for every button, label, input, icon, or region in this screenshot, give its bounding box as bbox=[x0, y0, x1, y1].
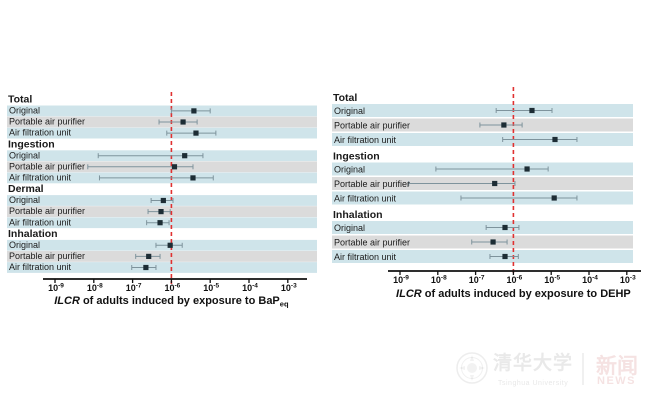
forest-marker bbox=[157, 220, 163, 226]
forest-marker bbox=[182, 153, 188, 159]
forest-marker bbox=[167, 242, 173, 248]
group-header: Ingestion bbox=[8, 138, 55, 150]
row-label: Air filtration unit bbox=[9, 128, 72, 138]
row-label: Air filtration unit bbox=[9, 173, 72, 183]
row-label: Portable air purifier bbox=[9, 251, 85, 261]
forest-marker bbox=[158, 209, 164, 215]
row-label: Air filtration unit bbox=[334, 252, 397, 262]
axis-title: ILCR of adults induced by exposure to DE… bbox=[396, 288, 631, 300]
x-tick-label: 10-4 bbox=[242, 283, 258, 294]
panel-dehp: Total Original Portable air purifier Air fi… bbox=[332, 87, 641, 300]
row-band bbox=[7, 127, 317, 139]
group-header: Inhalation bbox=[333, 209, 383, 221]
forest-marker bbox=[492, 180, 498, 187]
x-tick-label: 10-7 bbox=[126, 283, 142, 294]
row-label: Original bbox=[9, 195, 40, 205]
x-tick-label: 10-8 bbox=[431, 275, 447, 286]
forest-marker bbox=[529, 107, 535, 114]
row-label: Original bbox=[334, 106, 365, 116]
row-label: Air filtration unit bbox=[9, 217, 72, 227]
forest-marker bbox=[552, 136, 558, 143]
forest-marker bbox=[191, 108, 197, 114]
row-label: Portable air purifier bbox=[9, 161, 85, 171]
forest-marker bbox=[171, 164, 178, 170]
row-label: Original bbox=[9, 106, 40, 116]
x-tick-label: 10-9 bbox=[393, 275, 409, 286]
group-header: Total bbox=[8, 94, 32, 106]
forest-marker bbox=[502, 224, 508, 231]
row-band bbox=[7, 262, 317, 273]
row-band bbox=[332, 221, 633, 234]
forest-marker bbox=[180, 119, 186, 125]
x-tick-label: 10-7 bbox=[469, 275, 485, 286]
x-tick-label: 10-6 bbox=[165, 283, 181, 294]
row-label: Air filtration unit bbox=[334, 194, 397, 204]
row-label: Portable air purifier bbox=[9, 117, 85, 127]
row-band bbox=[332, 104, 633, 117]
x-tick-label: 10-8 bbox=[87, 283, 103, 294]
group-header: Dermal bbox=[8, 183, 44, 195]
forest-marker bbox=[190, 175, 196, 181]
row-label: Portable air purifier bbox=[334, 179, 410, 189]
forest-marker bbox=[143, 264, 149, 271]
forest-marker bbox=[502, 253, 508, 260]
x-tick-label: 10-6 bbox=[507, 275, 523, 286]
row-band bbox=[7, 105, 317, 117]
axis-title: ILCR of adults induced by exposure to Ba… bbox=[54, 295, 289, 309]
x-tick-label: 10-3 bbox=[620, 275, 636, 286]
row-label: Original bbox=[334, 165, 365, 175]
x-tick-label: 10-3 bbox=[281, 283, 297, 294]
row-label: Portable air purifier bbox=[334, 238, 410, 248]
forest-marker bbox=[146, 253, 152, 259]
x-tick-label: 10-4 bbox=[582, 275, 598, 286]
forest-marker bbox=[524, 166, 530, 172]
group-header: Total bbox=[333, 92, 357, 104]
group-header: Ingestion bbox=[333, 151, 380, 163]
row-label: Original bbox=[334, 223, 365, 233]
row-label: Original bbox=[9, 150, 40, 160]
row-label: Portable air purifier bbox=[334, 121, 410, 131]
x-tick-label: 10-5 bbox=[203, 283, 219, 294]
x-tick-label: 10-9 bbox=[48, 283, 64, 294]
row-band bbox=[332, 133, 633, 146]
row-label: Portable air purifier bbox=[9, 206, 85, 216]
forest-marker bbox=[501, 122, 507, 128]
row-label: Original bbox=[9, 240, 40, 250]
forest-marker bbox=[160, 197, 166, 204]
row-band bbox=[7, 251, 317, 262]
row-label: Air filtration unit bbox=[9, 262, 72, 272]
x-tick-label: 10-5 bbox=[544, 275, 560, 286]
row-label: Air filtration unit bbox=[334, 135, 397, 145]
forest-marker bbox=[490, 239, 496, 245]
row-band bbox=[332, 250, 633, 263]
group-header: Inhalation bbox=[8, 228, 58, 240]
forest-marker bbox=[551, 195, 557, 201]
forest-marker bbox=[193, 130, 199, 136]
